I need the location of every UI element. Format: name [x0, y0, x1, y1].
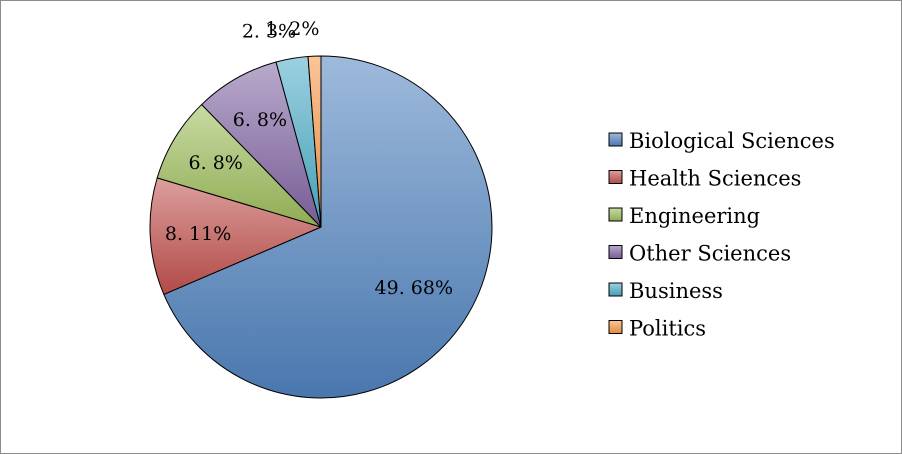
pie-slice-biological-sciences — [163, 55, 493, 399]
pie-slice-politics — [307, 55, 322, 228]
legend-swatch-politics — [608, 320, 623, 334]
legend-label-health-sciences: Health Sciences — [629, 167, 801, 191]
legend: Biological Sciences Health Sciences Engine… — [608, 129, 835, 341]
slice-label-biological-sciences: 49. 68% — [375, 277, 454, 299]
slice-labels: 49. 68% 8. 11% 6. 8% 6. 8% 2. 3%1. 2% — [165, 18, 453, 299]
legend-label-politics: Politics — [629, 317, 706, 341]
legend-label-business: Business — [629, 279, 723, 303]
pie-slice-health-sciences — [149, 177, 322, 295]
slice-label-health-sciences: 8. 11% — [165, 223, 231, 245]
legend-swatch-other-sciences — [608, 245, 623, 259]
slice-label-other-sciences: 6. 8% — [233, 109, 287, 131]
legend-swatch-health-sciences — [608, 170, 623, 184]
slice-label-politics: 1. 2% — [265, 18, 319, 40]
slice-label-engineering: 6. 8% — [189, 152, 243, 174]
legend-swatch-engineering — [608, 207, 623, 222]
pie-slices — [149, 55, 493, 399]
legend-label-biological-sciences: Biological Sciences — [629, 129, 835, 153]
legend-swatch-biological-sciences — [608, 132, 623, 147]
legend-label-other-sciences: Other Sciences — [629, 242, 791, 266]
legend-swatch-business — [608, 282, 623, 297]
slice-label-business: 2. 3% — [242, 21, 296, 43]
legend-label-engineering: Engineering — [629, 204, 760, 228]
